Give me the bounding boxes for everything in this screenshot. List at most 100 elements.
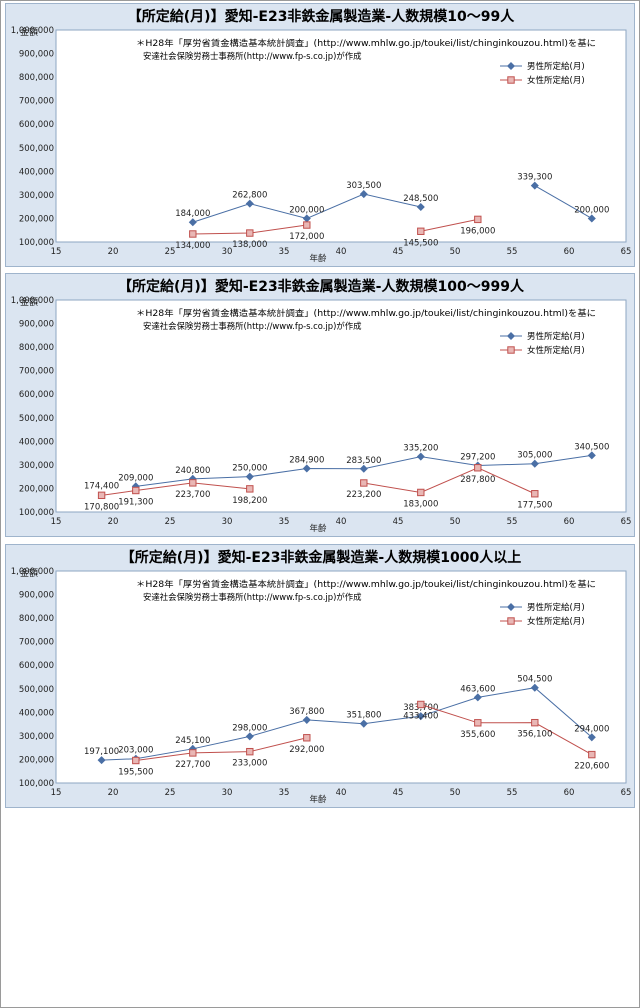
data-label: 209,000 (118, 473, 153, 483)
x-tick-label: 65 (621, 788, 632, 798)
legend-entry: 男性所定給(月) (527, 331, 585, 342)
x-axis-label: 年齢 (309, 794, 327, 805)
y-tick-label: 600,000 (19, 390, 54, 400)
data-point (474, 464, 482, 472)
source-note: ＊H28年「厚労省賃金構造基本統計調査」(http://www.mhlw.go.… (136, 308, 596, 318)
y-tick-label: 300,000 (19, 461, 54, 471)
y-tick-label: 200,000 (19, 755, 54, 765)
x-tick-label: 45 (393, 517, 404, 527)
data-point (246, 747, 254, 756)
data-point (303, 734, 311, 742)
x-tick-label: 50 (450, 788, 461, 798)
data-label: 297,200 (460, 453, 495, 463)
data-label: 504,500 (517, 675, 552, 685)
data-label: 195,500 (118, 768, 153, 778)
data-label: 203,000 (118, 746, 153, 756)
source-note: 安達社会保険労務士事務所(http://www.fp-s.co.jp)が作成 (143, 321, 362, 331)
x-tick-label: 20 (108, 517, 119, 527)
data-point (189, 479, 197, 487)
y-tick-label: 1,000,000 (11, 26, 54, 36)
data-point (359, 464, 368, 473)
data-label: 335,200 (403, 444, 438, 454)
x-tick-label: 30 (222, 788, 233, 798)
data-label: 433,400 (403, 711, 438, 721)
data-label: 220,600 (574, 762, 609, 772)
chart-panel-medium: 【所定給(月)】愛知-E23非鉄金属製造業-人数規模100～999人 金額 100,… (5, 273, 635, 537)
series-line (420, 218, 478, 232)
x-tick-label: 45 (393, 247, 404, 257)
data-point (531, 718, 539, 727)
data-label: 240,800 (175, 466, 210, 476)
x-tick-label: 50 (450, 247, 461, 257)
y-axis-label: 金額 (20, 567, 38, 579)
legend-marker (507, 76, 515, 84)
data-label: 170,800 (84, 502, 119, 512)
data-point (189, 749, 197, 757)
data-label: 200,000 (574, 205, 609, 215)
x-tick-label: 60 (564, 788, 575, 798)
y-tick-label: 900,000 (19, 320, 54, 330)
data-label: 262,800 (232, 191, 267, 201)
chart-panel-small: 【所定給(月)】愛知-E23非鉄金属製造業-人数規模10～99人 金額 100,00… (5, 3, 635, 267)
data-label: 284,900 (289, 455, 324, 465)
legend-marker (506, 331, 516, 341)
y-tick-label: 300,000 (19, 732, 54, 742)
data-label: 356,100 (517, 730, 552, 740)
data-label: 172,000 (289, 232, 324, 242)
data-label: 198,200 (232, 496, 267, 506)
x-axis-label: 年齢 (309, 253, 327, 264)
data-label: 223,700 (175, 490, 210, 500)
data-label: 134,000 (175, 241, 210, 251)
y-tick-label: 400,000 (19, 437, 54, 447)
y-tick-label: 800,000 (19, 73, 54, 83)
y-tick-label: 700,000 (19, 638, 54, 648)
data-label: 184,000 (175, 209, 210, 219)
data-label: 303,500 (346, 181, 381, 191)
data-label: 294,000 (574, 724, 609, 734)
y-tick-label: 200,000 (19, 214, 54, 224)
y-tick-label: 100,000 (19, 779, 54, 789)
data-point (416, 202, 425, 212)
data-point (531, 490, 539, 498)
data-point (359, 190, 368, 199)
data-point (132, 756, 140, 765)
data-point (302, 464, 311, 473)
data-point (97, 756, 106, 765)
data-label: 200,000 (289, 205, 324, 215)
data-label: 355,600 (460, 730, 495, 740)
source-note: ＊H28年「厚労省賃金構造基本統計調査」(http://www.mhlw.go.… (136, 579, 596, 589)
data-point (132, 486, 140, 495)
data-label: 177,500 (517, 501, 552, 511)
data-point (474, 215, 482, 224)
chart-title: 【所定給(月)】愛知-E23非鉄金属製造業-人数規模10～99人 (128, 8, 515, 25)
x-axis-label: 年齢 (309, 523, 327, 534)
legend-entry: 男性所定給(月) (527, 602, 585, 613)
data-point (530, 459, 539, 468)
x-tick-label: 25 (165, 247, 176, 257)
data-point (416, 712, 425, 721)
chart-title: 【所定給(月)】愛知-E23非鉄金属製造業-人数規模1000人以上 (121, 549, 521, 566)
data-point (530, 181, 539, 190)
data-point (303, 221, 311, 229)
x-tick-label: 55 (507, 247, 518, 257)
data-label: 145,500 (403, 238, 438, 248)
data-point (188, 218, 197, 227)
data-label: 351,800 (346, 711, 381, 721)
series-line (534, 185, 593, 219)
y-tick-label: 300,000 (19, 191, 54, 201)
data-point (189, 230, 197, 238)
y-tick-label: 500,000 (19, 414, 54, 424)
x-tick-label: 25 (165, 788, 176, 798)
data-label: 191,300 (118, 497, 153, 507)
y-tick-label: 800,000 (19, 343, 54, 353)
y-tick-label: 100,000 (19, 508, 54, 518)
data-label: 298,000 (232, 723, 267, 733)
data-label: 287,800 (460, 475, 495, 485)
data-point (245, 472, 254, 481)
x-tick-label: 20 (108, 788, 119, 798)
data-point (302, 715, 311, 724)
